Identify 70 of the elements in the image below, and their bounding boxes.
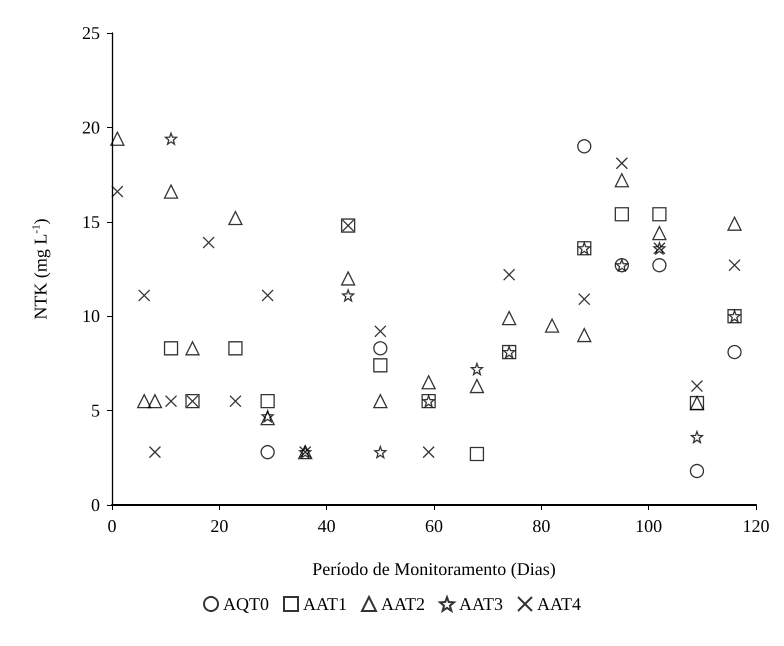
y-tick-label: 0 (91, 495, 100, 515)
legend-label: AAT2 (381, 594, 425, 614)
point (577, 328, 592, 342)
point (228, 210, 243, 226)
point (374, 325, 386, 338)
y-axis-title: NTK (mg L-1) (30, 218, 50, 320)
point (260, 394, 275, 408)
point (202, 236, 215, 249)
y-tick-label: 25 (82, 23, 100, 43)
point (616, 157, 628, 170)
point (164, 184, 178, 199)
point (373, 341, 388, 356)
point (690, 464, 704, 478)
point (342, 289, 354, 302)
point (110, 132, 125, 146)
point (260, 444, 275, 460)
point (727, 216, 742, 231)
x-tick-label: 20 (210, 516, 228, 536)
point (164, 395, 178, 408)
point (690, 380, 704, 392)
x-tick-label: 60 (425, 516, 443, 536)
point (470, 446, 484, 462)
x-tick-label: 120 (742, 516, 770, 536)
legend-label: AAT3 (458, 594, 503, 614)
point (544, 318, 560, 333)
point (229, 395, 242, 408)
legend-label: AAT1 (303, 594, 347, 614)
point (137, 394, 152, 408)
y-tick-label: 5 (91, 400, 100, 421)
y-tick-label: 10 (82, 306, 100, 326)
point (652, 226, 667, 240)
point (421, 375, 436, 390)
point (148, 446, 162, 458)
point (148, 394, 162, 408)
x-tick-label: 100 (635, 516, 662, 536)
point (422, 446, 435, 458)
point (138, 289, 150, 302)
y-tick-label: 20 (82, 117, 100, 138)
point (373, 358, 388, 372)
point (185, 341, 200, 356)
point (502, 310, 516, 326)
point (577, 139, 592, 154)
point (470, 378, 484, 394)
point (261, 289, 274, 302)
point (373, 394, 388, 408)
legend-label: AQT0 (223, 594, 270, 614)
point (164, 341, 178, 356)
y-tick-label: 15 (82, 212, 100, 232)
point (727, 344, 742, 360)
x-tick-label: 80 (532, 516, 550, 536)
point (728, 259, 741, 272)
point (652, 207, 667, 222)
point (261, 410, 274, 422)
point (502, 268, 516, 281)
legend-label: AAT4 (536, 594, 581, 614)
x-tick-label: 0 (108, 516, 116, 536)
point (652, 258, 667, 272)
point (578, 293, 590, 306)
point (111, 185, 124, 198)
point (614, 173, 629, 188)
point (164, 132, 178, 145)
point (260, 411, 275, 426)
point (690, 430, 704, 444)
point (228, 341, 243, 356)
point (340, 271, 356, 286)
point (614, 207, 629, 222)
point (374, 446, 386, 458)
x-axis-title: Período de Monitoramento (Dias) (312, 559, 556, 579)
x-tick-label: 40 (318, 516, 336, 536)
point (470, 362, 484, 376)
